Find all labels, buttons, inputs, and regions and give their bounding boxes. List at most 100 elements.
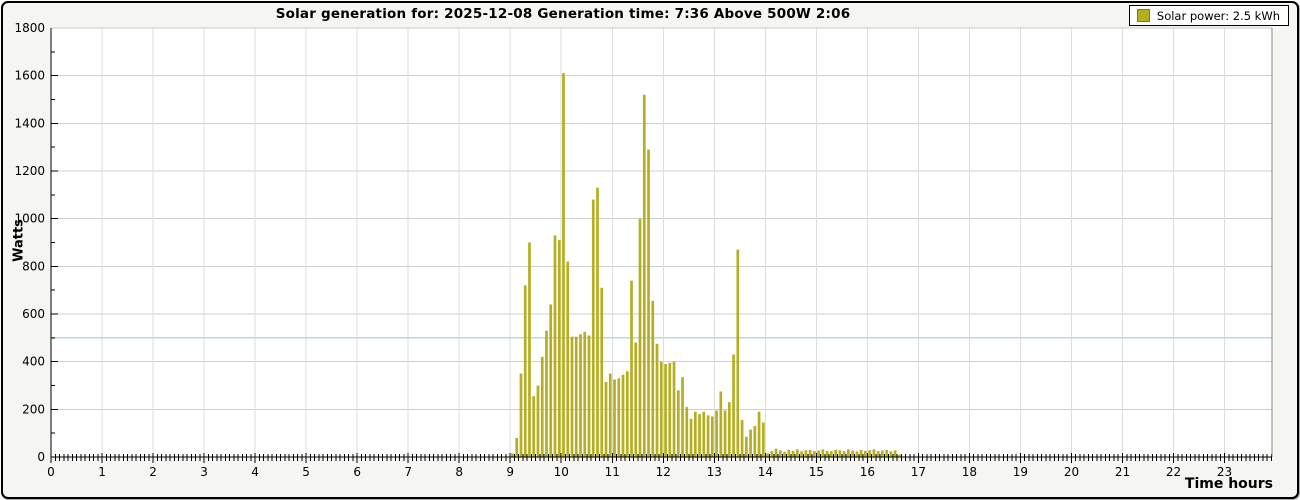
bar	[651, 300, 655, 457]
bar	[625, 371, 629, 457]
hour-label: 8	[455, 465, 463, 479]
legend-swatch-icon	[1136, 9, 1150, 22]
bar	[893, 450, 897, 457]
bar	[761, 422, 765, 457]
bar	[796, 449, 799, 457]
y-tick-label: 0	[37, 450, 45, 464]
bar	[528, 242, 531, 457]
bar	[698, 414, 701, 457]
bar	[855, 451, 859, 457]
bar	[791, 450, 795, 457]
bar	[889, 451, 893, 457]
bar	[719, 391, 723, 457]
bar	[804, 450, 808, 457]
bar	[740, 420, 744, 457]
bar	[532, 396, 536, 457]
bar	[579, 334, 582, 457]
hour-label: 1	[98, 465, 106, 479]
legend-label: Solar power: 2.5 kWh	[1156, 8, 1280, 23]
bar	[813, 451, 816, 457]
legend: Solar power: 2.5 kWh	[1128, 5, 1289, 26]
bar	[553, 235, 557, 457]
hour-label: 13	[707, 465, 722, 479]
bar	[851, 450, 854, 457]
bar	[864, 450, 867, 457]
bar	[621, 374, 625, 457]
bar	[608, 373, 612, 457]
y-tick-label: 400	[22, 355, 45, 369]
bar	[630, 280, 633, 457]
bar	[583, 331, 587, 458]
bar	[702, 411, 706, 457]
y-tick-label: 1800	[14, 21, 45, 35]
bar	[511, 453, 514, 457]
hour-label: 11	[605, 465, 620, 479]
y-tick-label: 1200	[14, 164, 45, 178]
hour-label: 17	[911, 465, 926, 479]
bar	[647, 149, 650, 458]
hour-label: 2	[149, 465, 157, 479]
bar	[676, 390, 680, 457]
solar-generation-chart: 0 1 2 3 4 5 6 7 8 9 10 11 12 13 14 15 16 17 18 19 20 21 22 2302…	[14, 21, 1273, 479]
bar	[821, 449, 825, 457]
bar	[744, 436, 748, 457]
bar	[617, 378, 621, 457]
bar	[596, 187, 599, 457]
bar	[566, 261, 570, 457]
bar	[868, 450, 871, 457]
bar	[753, 426, 757, 457]
bar	[540, 356, 544, 457]
hour-label: 19	[1013, 465, 1028, 479]
bar	[664, 364, 667, 457]
bar	[672, 361, 676, 457]
hour-label: 18	[962, 465, 977, 479]
y-tick-label: 1600	[14, 69, 45, 83]
bar	[830, 451, 833, 457]
hour-label: 3	[200, 465, 208, 479]
hour-label: 0	[47, 465, 55, 479]
bar	[549, 304, 553, 457]
bar	[706, 415, 710, 457]
bar	[659, 361, 663, 457]
bar	[515, 437, 519, 457]
bar	[562, 73, 565, 457]
bar	[587, 335, 591, 457]
y-tick-label: 200	[22, 402, 45, 416]
bar	[685, 406, 689, 457]
y-tick-label: 1400	[14, 116, 45, 130]
bar	[732, 354, 735, 457]
bar	[655, 343, 659, 457]
bar	[808, 449, 812, 457]
bar	[545, 330, 548, 457]
bar	[638, 218, 642, 457]
bar	[668, 362, 672, 457]
hour-label: 22	[1166, 465, 1181, 479]
bar	[557, 240, 561, 457]
bar	[847, 449, 850, 457]
bar	[723, 410, 727, 457]
bar	[749, 429, 752, 457]
y-tick-label: 800	[22, 259, 45, 273]
hour-label: 21	[1115, 465, 1130, 479]
y-tick-label: 1000	[14, 212, 45, 226]
bar	[536, 385, 540, 457]
bar	[825, 450, 829, 457]
bar	[642, 94, 646, 457]
bar	[778, 450, 782, 457]
hour-label: 9	[506, 465, 514, 479]
hour-label: 5	[302, 465, 310, 479]
bar	[613, 379, 616, 457]
bar	[817, 450, 820, 457]
bar	[766, 453, 769, 457]
bar	[842, 451, 846, 457]
bar	[872, 449, 876, 457]
hour-label: 6	[353, 465, 361, 479]
y-tick-label: 600	[22, 307, 45, 321]
bar	[574, 336, 578, 457]
bar	[770, 451, 774, 457]
bar	[693, 411, 697, 457]
bar	[736, 249, 740, 457]
bar	[523, 285, 527, 457]
bar	[783, 451, 786, 457]
